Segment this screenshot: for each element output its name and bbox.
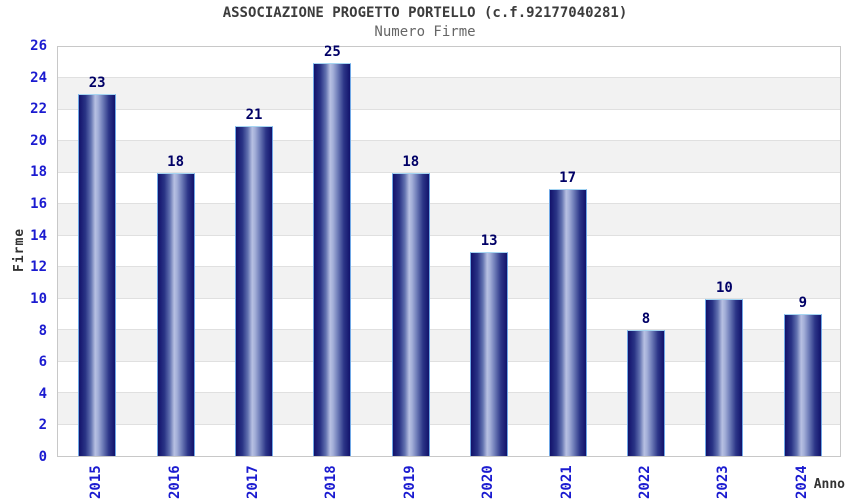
plot-band <box>58 78 840 110</box>
y-axis-title: Firme <box>12 227 27 272</box>
y-tick-label: 22 <box>30 101 47 118</box>
bar-value-label: 23 <box>88 75 106 92</box>
bar-value-label: 8 <box>641 311 651 328</box>
bar-value-label: 9 <box>798 295 808 312</box>
bar-2023 <box>705 298 744 456</box>
bar-value-label: 21 <box>245 106 263 123</box>
x-tick-label: 2016 <box>166 465 183 499</box>
y-tick-label: 8 <box>38 322 47 339</box>
x-tick-label: 2023 <box>715 465 732 499</box>
bar-value-label: 18 <box>402 153 420 170</box>
gridline <box>58 266 840 268</box>
x-tick-label: 2017 <box>245 465 261 499</box>
y-tick-label: 10 <box>30 290 47 307</box>
bar-value-label: 25 <box>323 43 341 60</box>
plot-band <box>58 141 840 173</box>
x-axis-title: Anno <box>813 477 845 492</box>
y-tick-label: 26 <box>30 38 47 54</box>
x-tick-label: 2018 <box>323 465 340 499</box>
plot-area: 23 18 21 25 18 13 17 8 10 9 <box>57 43 841 457</box>
y-tick-label: 24 <box>30 69 47 86</box>
bar-2021 <box>548 188 587 456</box>
y-tick-label: 16 <box>30 196 47 213</box>
x-tick-label: 2021 <box>558 465 575 499</box>
gridline <box>58 329 840 331</box>
bar-value-label: 10 <box>715 279 733 296</box>
x-tick-label: 2022 <box>637 465 653 499</box>
y-tick-label: 0 <box>38 449 47 465</box>
bar-value-label: 13 <box>480 232 498 249</box>
y-tick-label: 14 <box>30 227 47 244</box>
bar-2022 <box>627 330 665 456</box>
bar-value-label: 18 <box>167 153 185 170</box>
x-tick-label: 2019 <box>401 465 418 499</box>
x-tick-label: 2024 <box>793 465 810 499</box>
gridline <box>58 140 840 142</box>
y-tick-label: 18 <box>30 164 47 181</box>
plot-band <box>58 47 840 79</box>
chart-subtitle: Numero Firme <box>374 24 476 40</box>
gridline <box>58 108 840 110</box>
gridline <box>58 297 840 299</box>
y-tick-label: 4 <box>38 385 47 402</box>
bar-2020 <box>470 251 509 456</box>
gridline <box>58 392 840 394</box>
gridline <box>58 171 840 173</box>
bar-2018 <box>313 62 352 456</box>
bar-2019 <box>391 172 430 456</box>
y-tick-label: 12 <box>30 259 47 276</box>
bar-2024 <box>783 314 822 456</box>
y-tick-label: 6 <box>38 354 47 371</box>
x-tick-label: 2020 <box>480 465 497 499</box>
chart-title: ASSOCIAZIONE PROGETTO PORTELLO (c.f.9217… <box>222 5 628 21</box>
gridline <box>58 423 840 425</box>
gridline <box>58 203 840 205</box>
bar-value-label: 17 <box>559 169 577 186</box>
bar-2015 <box>78 94 117 456</box>
bar-2017 <box>235 125 273 456</box>
gridline <box>58 360 840 362</box>
gridline <box>58 77 840 79</box>
y-tick-label: 20 <box>30 132 47 149</box>
bar-2016 <box>156 172 195 456</box>
x-tick-label: 2015 <box>88 465 105 499</box>
y-tick-label: 2 <box>38 417 47 434</box>
gridline <box>58 234 840 236</box>
plot-band <box>58 109 840 142</box>
